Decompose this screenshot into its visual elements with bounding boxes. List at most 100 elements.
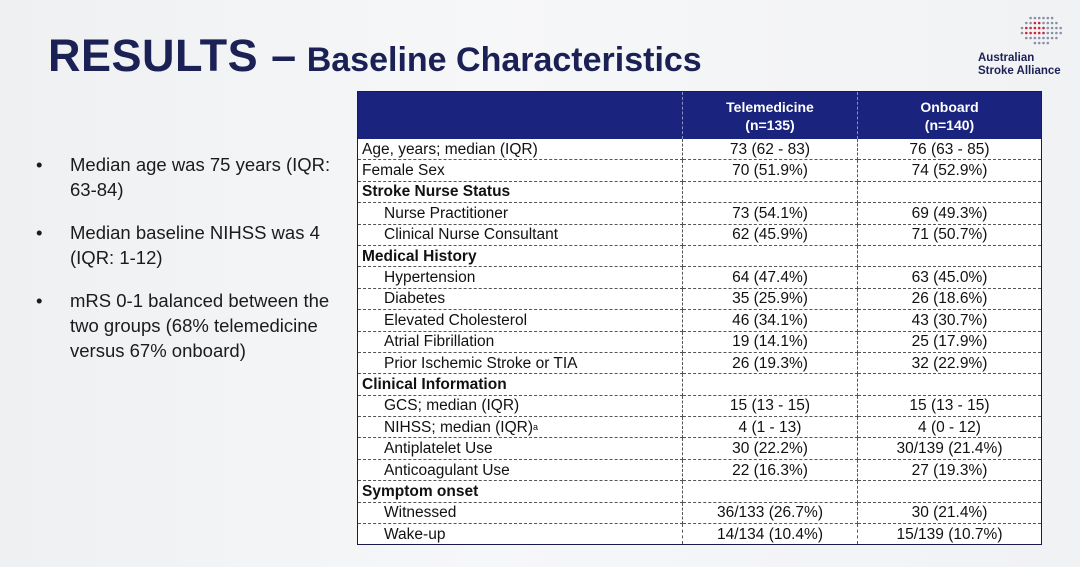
row-label-text: Hypertension xyxy=(384,269,476,287)
row-label: Stroke Nurse Status xyxy=(357,181,683,204)
bullet-item: • Median age was 75 years (IQR: 63-84) xyxy=(32,152,352,202)
row-label: Nurse Practitioner xyxy=(357,202,683,225)
row-label: Diabetes xyxy=(357,288,683,311)
logo: Australian Stroke Alliance xyxy=(978,14,1074,80)
row-label-text: Diabetes xyxy=(384,290,446,308)
row-label: Hypertension xyxy=(357,266,683,289)
row-label-text: GCS; median (IQR) xyxy=(384,397,520,415)
onboard-value: 32 (22.9%) xyxy=(857,352,1042,375)
onboard-value: 63 (45.0%) xyxy=(857,266,1042,289)
row-label: Anticoagulant Use xyxy=(357,459,683,482)
row-label: Antiplatelet Use xyxy=(357,437,683,460)
row-label: Symptom onset xyxy=(357,480,683,503)
telemedicine-value: 14/134 (10.4%) xyxy=(682,523,858,546)
dot-grid-logo-icon xyxy=(1020,16,1062,45)
header-telemedicine: Telemedicine (n=135) xyxy=(682,91,858,139)
header-onb-n: (n=140) xyxy=(924,116,975,133)
table-row: Female Sex 70 (51.9%) 74 (52.9%) xyxy=(357,159,1042,182)
row-label-text: Clinical Information xyxy=(362,375,507,393)
onboard-value: 26 (18.6%) xyxy=(857,288,1042,311)
row-label: Prior Ischemic Stroke or TIA xyxy=(357,352,683,375)
telemedicine-value: 15 (13 - 15) xyxy=(682,395,858,418)
onboard-value xyxy=(857,373,1042,396)
bullet-item: • mRS 0-1 balanced between the two groups… xyxy=(32,288,352,363)
row-label-text: Wake-up xyxy=(384,525,446,543)
onboard-value: 71 (50.7%) xyxy=(857,224,1042,246)
telemedicine-value: 70 (51.9%) xyxy=(682,159,858,182)
row-label-text: Witnessed xyxy=(384,504,457,522)
table-row: Nurse Practitioner 73 (54.1%) 69 (49.3%) xyxy=(357,202,1042,225)
row-label: Elevated Cholesterol xyxy=(357,309,683,332)
onboard-value: 74 (52.9%) xyxy=(857,159,1042,182)
telemedicine-value xyxy=(682,373,858,396)
table-row: GCS; median (IQR) 15 (13 - 15) 15 (13 - 15… xyxy=(357,395,1042,418)
table-row: Atrial Fibrillation 19 (14.1%) 25 (17.9%) xyxy=(357,331,1042,353)
telemedicine-value: 64 (47.4%) xyxy=(682,266,858,289)
table-section-row: Medical History xyxy=(357,245,1042,268)
header-tele-n: (n=135) xyxy=(745,116,795,133)
onboard-value: 30 (21.4%) xyxy=(857,502,1042,525)
table-row: Elevated Cholesterol 46 (34.1%) 43 (30.7%) xyxy=(357,309,1042,332)
onboard-value: 15 (13 - 15) xyxy=(857,395,1042,418)
bullet-dot-icon: • xyxy=(36,154,43,175)
row-label-text: Antiplatelet Use xyxy=(384,440,493,458)
onboard-value: 43 (30.7%) xyxy=(857,309,1042,332)
telemedicine-value: 4 (1 - 13) xyxy=(682,416,858,439)
row-label: Clinical Nurse Consultant xyxy=(357,224,683,246)
row-label-text: Symptom onset xyxy=(362,482,479,500)
table-section-row: Symptom onset xyxy=(357,480,1042,503)
title-sub: Baseline Characteristics xyxy=(306,41,702,79)
row-label: Wake-up xyxy=(357,523,683,546)
row-label: Female Sex xyxy=(357,159,683,182)
row-label: Clinical Information xyxy=(357,373,683,396)
telemedicine-value xyxy=(682,480,858,503)
row-label: Medical History xyxy=(357,245,683,268)
table-section-row: Stroke Nurse Status xyxy=(357,181,1042,204)
onboard-value: 15/139 (10.7%) xyxy=(857,523,1042,546)
table-row: Prior Ischemic Stroke or TIA 26 (19.3%) 32… xyxy=(357,352,1042,375)
table-row: Diabetes 35 (25.9%) 26 (18.6%) xyxy=(357,288,1042,311)
bullet-dot-icon: • xyxy=(36,222,43,243)
table-section-row: Clinical Information xyxy=(357,373,1042,396)
row-label-text: Female Sex xyxy=(362,162,445,180)
row-label-text: Age, years; median (IQR) xyxy=(362,140,538,158)
table-row: Witnessed 36/133 (26.7%) 30 (21.4%) xyxy=(357,502,1042,525)
row-label-text: Prior Ischemic Stroke or TIA xyxy=(384,354,578,372)
table-row: Age, years; median (IQR) 73 (62 - 83) 76 (… xyxy=(357,139,1042,161)
table-row: Clinical Nurse Consultant 62 (45.9%) 71 (5… xyxy=(357,224,1042,246)
onboard-value: 27 (19.3%) xyxy=(857,459,1042,482)
onboard-value xyxy=(857,181,1042,204)
table-row: Wake-up 14/134 (10.4%) 15/139 (10.7%) xyxy=(357,523,1042,546)
table-row: Hypertension 64 (47.4%) 63 (45.0%) xyxy=(357,266,1042,289)
telemedicine-value: 73 (54.1%) xyxy=(682,202,858,225)
row-label: Witnessed xyxy=(357,502,683,525)
row-label-text: Stroke Nurse Status xyxy=(362,183,511,201)
row-label-text: Atrial Fibrillation xyxy=(384,333,495,351)
telemedicine-value: 46 (34.1%) xyxy=(682,309,858,332)
telemedicine-value: 35 (25.9%) xyxy=(682,288,858,311)
row-label: GCS; median (IQR) xyxy=(357,395,683,418)
row-label-text: NIHSS; median (IQR) xyxy=(384,418,534,436)
table-row: NIHSS; median (IQR)a 4 (1 - 13) 4 (0 - 12) xyxy=(357,416,1042,439)
row-label-text: Medical History xyxy=(362,247,477,265)
title-main: RESULTS – xyxy=(48,30,297,81)
bullet-dot-icon: • xyxy=(36,290,43,311)
onboard-value: 25 (17.9%) xyxy=(857,331,1042,353)
table-header-row: Telemedicine (n=135) Onboard (n=140) xyxy=(357,91,1042,139)
table-row: Antiplatelet Use 30 (22.2%) 30/139 (21.4%) xyxy=(357,437,1042,460)
telemedicine-value xyxy=(682,245,858,268)
header-onb-label: Onboard xyxy=(920,98,979,115)
telemedicine-value: 30 (22.2%) xyxy=(682,437,858,460)
row-label-text: Elevated Cholesterol xyxy=(384,311,528,329)
footnote-marker: a xyxy=(533,421,539,432)
row-label: Atrial Fibrillation xyxy=(357,331,683,353)
telemedicine-value: 22 (16.3%) xyxy=(682,459,858,482)
row-label: NIHSS; median (IQR)a xyxy=(357,416,683,439)
header-tele-label: Telemedicine xyxy=(726,98,814,115)
onboard-value: 69 (49.3%) xyxy=(857,202,1042,225)
bullet-text: Median baseline NIHSS was 4 (IQR: 1-12) xyxy=(70,222,320,268)
logo-line2: Stroke Alliance xyxy=(978,65,1061,77)
row-label-text: Anticoagulant Use xyxy=(384,461,510,479)
bullet-text: Median age was 75 years (IQR: 63-84) xyxy=(70,154,331,200)
